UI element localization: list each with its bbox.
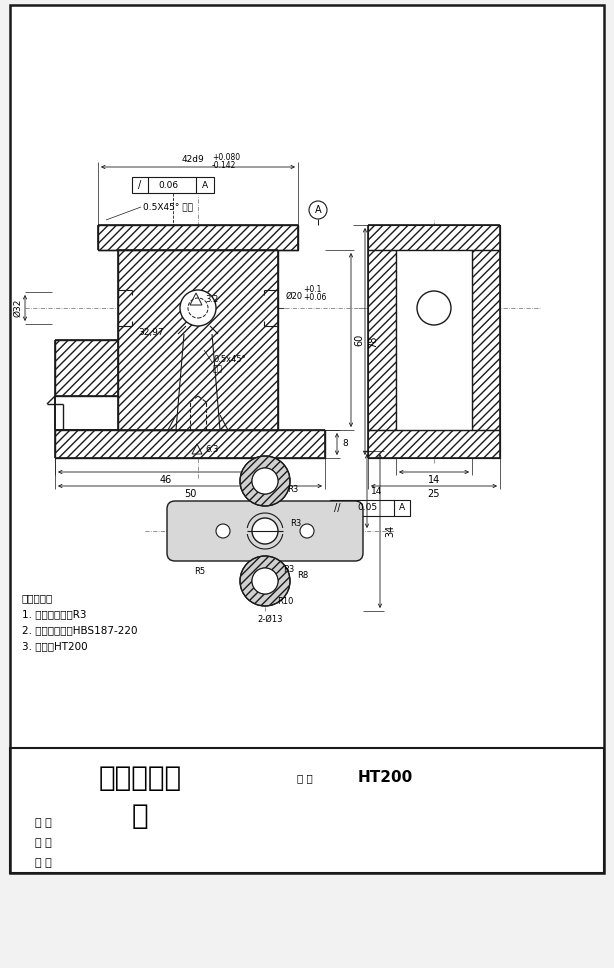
Text: 50: 50 [184, 489, 196, 499]
Bar [368, 225, 500, 250]
Text: 42d9: 42d9 [182, 156, 204, 165]
Text: 46: 46 [160, 475, 172, 485]
Text: R8: R8 [297, 571, 309, 581]
Bar [132, 177, 214, 193]
Circle shape [252, 468, 278, 494]
Text: 材 料: 材 料 [297, 773, 313, 783]
Text: 0.5X45° 两端: 0.5X45° 两端 [143, 202, 193, 211]
Text: -0.142: -0.142 [212, 161, 236, 169]
Text: 0.5x45°: 0.5x45° [213, 355, 246, 365]
Bar [118, 250, 278, 430]
Circle shape [252, 568, 278, 594]
Circle shape [240, 556, 290, 606]
Text: A: A [399, 503, 405, 512]
Bar [368, 225, 500, 458]
Text: 技术要求：: 技术要求： [22, 593, 53, 603]
Bar [10, 5, 604, 873]
Text: 两端: 两端 [213, 365, 223, 374]
Text: 78: 78 [368, 336, 378, 348]
Text: 32,97: 32,97 [138, 328, 163, 338]
Circle shape [300, 524, 314, 538]
Text: 班 级: 班 级 [35, 838, 52, 848]
Text: 制 图: 制 图 [35, 818, 52, 828]
Text: //: // [334, 503, 340, 513]
FancyBboxPatch shape [167, 501, 363, 561]
Text: R3: R3 [287, 485, 298, 494]
Circle shape [216, 524, 230, 538]
Text: 8: 8 [342, 439, 348, 448]
Text: 0.05: 0.05 [357, 503, 377, 512]
Text: 审 核: 审 核 [35, 858, 52, 868]
Circle shape [252, 568, 278, 594]
Text: 25: 25 [428, 489, 440, 499]
Circle shape [417, 291, 451, 325]
Text: Ø20: Ø20 [286, 291, 303, 300]
Text: R3: R3 [283, 564, 294, 573]
Text: 14: 14 [371, 487, 383, 496]
Bar [10, 748, 604, 873]
Bar [368, 225, 396, 458]
Circle shape [252, 518, 278, 544]
Text: R5: R5 [195, 566, 206, 576]
Text: Ø32: Ø32 [14, 299, 23, 318]
Text: 3. 材料：HT200: 3. 材料：HT200 [22, 641, 88, 651]
Text: +0.1: +0.1 [303, 286, 321, 294]
Text: 座: 座 [131, 802, 149, 830]
Bar [55, 430, 325, 458]
Text: R3: R3 [290, 519, 301, 528]
Bar [55, 225, 325, 458]
Text: +0.080: +0.080 [212, 153, 240, 162]
Text: 3.2: 3.2 [205, 294, 218, 304]
Bar [55, 340, 118, 396]
Text: 0.06: 0.06 [158, 180, 178, 190]
Text: 2. 热处理：时效HBS187-220: 2. 热处理：时效HBS187-220 [22, 625, 138, 635]
Circle shape [309, 201, 327, 219]
Text: 14: 14 [428, 475, 440, 485]
Bar [10, 748, 604, 873]
Text: 气门摇杆支: 气门摇杆支 [98, 764, 182, 792]
Circle shape [180, 290, 216, 326]
Bar [98, 225, 298, 250]
Text: 6.3: 6.3 [205, 445, 219, 455]
Text: 60: 60 [354, 334, 364, 347]
Text: R10: R10 [277, 596, 293, 606]
Bar [10, 5, 604, 873]
Text: A: A [202, 180, 208, 190]
Circle shape [240, 456, 290, 506]
Bar [330, 500, 410, 516]
Text: 2-Ø13: 2-Ø13 [257, 615, 283, 623]
Bar [368, 430, 500, 458]
Text: HT200: HT200 [357, 771, 413, 785]
Text: /: / [138, 180, 142, 190]
Text: A: A [315, 205, 321, 215]
Bar [472, 225, 500, 458]
Bar [396, 250, 472, 430]
Text: 34: 34 [385, 525, 395, 537]
Text: +0.06: +0.06 [303, 293, 327, 302]
Text: 1. 未注圆角均为R3: 1. 未注圆角均为R3 [22, 609, 87, 619]
Circle shape [252, 468, 278, 494]
